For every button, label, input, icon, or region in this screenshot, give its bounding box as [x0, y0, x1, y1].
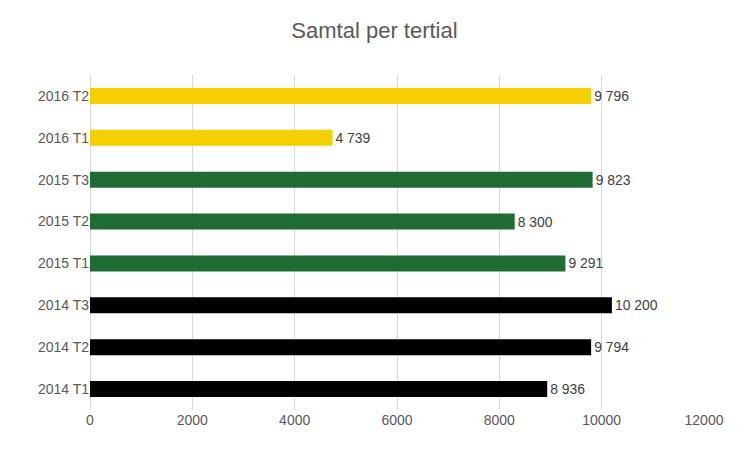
svg-text:12000: 12000 [685, 412, 724, 428]
svg-text:8 936: 8 936 [550, 381, 585, 397]
svg-text:2000: 2000 [177, 412, 208, 428]
svg-text:2014 T2: 2014 T2 [38, 339, 89, 355]
svg-text:10000: 10000 [582, 412, 621, 428]
svg-text:6000: 6000 [381, 412, 412, 428]
svg-text:Samtal per tertial: Samtal per tertial [291, 18, 457, 43]
svg-text:2016 T1: 2016 T1 [38, 130, 89, 146]
svg-text:2015 T3: 2015 T3 [38, 172, 89, 188]
svg-text:9 291: 9 291 [568, 255, 603, 271]
svg-text:9 796: 9 796 [594, 88, 629, 104]
svg-text:2015 T2: 2015 T2 [38, 213, 89, 229]
svg-text:8000: 8000 [484, 412, 515, 428]
svg-text:4 739: 4 739 [335, 130, 370, 146]
svg-text:8 300: 8 300 [518, 214, 553, 230]
svg-text:2014 T1: 2014 T1 [38, 381, 89, 397]
svg-text:0: 0 [86, 412, 94, 428]
svg-text:2014 T3: 2014 T3 [38, 297, 89, 313]
svg-text:4000: 4000 [279, 412, 310, 428]
svg-text:2016 T2: 2016 T2 [38, 88, 89, 104]
svg-text:10 200: 10 200 [615, 297, 658, 313]
svg-text:2015 T1: 2015 T1 [38, 255, 89, 271]
svg-text:9 823: 9 823 [596, 172, 631, 188]
svg-text:9 794: 9 794 [594, 339, 629, 355]
